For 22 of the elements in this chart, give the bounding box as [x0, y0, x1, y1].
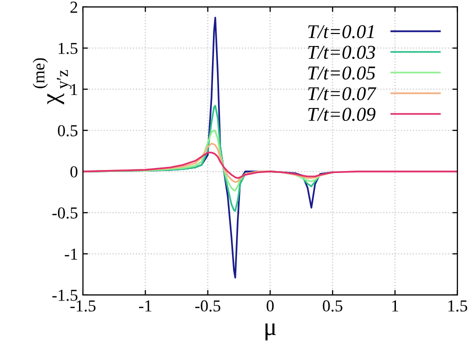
x-tick-label: -0.5 [195, 300, 220, 312]
x-tick-label: 1.5 [448, 300, 468, 312]
y-tick-label: 0 [70, 166, 78, 178]
legend-label: T/t=0.07 [308, 87, 376, 100]
y-tick-label: 1 [71, 84, 78, 96]
y-tick-label: 0.5 [58, 125, 78, 136]
y-tick-label: 2 [70, 2, 78, 13]
legend-label: T/t=0.03 [308, 46, 376, 59]
legend-label: T/t=0.01 [308, 25, 374, 38]
y-tick-label: 1.5 [58, 42, 78, 54]
x-tick-label: 0.5 [322, 300, 342, 312]
legend-label: T/t=0.09 [308, 108, 376, 122]
legend-label: T/t=0.05 [308, 66, 376, 80]
y-axis-title: χy′z(me) [32, 58, 72, 104]
line-series [82, 152, 458, 179]
y-tick-label: -0.5 [52, 207, 78, 219]
x-tick-label: 1 [392, 300, 398, 312]
x-axis-title: μ [266, 324, 276, 340]
x-tick-label: -1 [139, 300, 152, 312]
y-tick-label: -1.5 [52, 290, 78, 301]
x-tick-label: 0 [266, 300, 274, 312]
y-tick-label: -1 [64, 248, 78, 260]
